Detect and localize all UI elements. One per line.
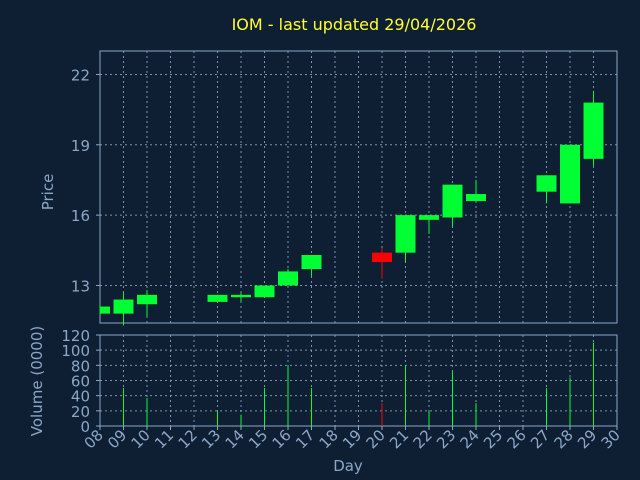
x-tick-label: 18 [316, 426, 342, 452]
candle-body [207, 294, 228, 302]
price-panel: 13 16 19 22 [71, 50, 618, 326]
chart-title: IOM - last updated 29/04/2026 [232, 15, 477, 34]
price-tick-label: 22 [71, 66, 90, 84]
x-tick-label: 26 [504, 426, 530, 452]
candle-body [466, 194, 486, 202]
x-tick-label: 27 [527, 426, 553, 452]
price-tick-label: 13 [71, 277, 90, 295]
candle-body [395, 215, 416, 253]
candle-body [419, 215, 439, 220]
volume-tick-label: 80 [71, 357, 90, 375]
price-tick-label: 19 [71, 137, 90, 155]
volume-tick-label: 20 [71, 403, 90, 421]
volume-tick-label: 120 [61, 327, 90, 345]
x-tick-label: 25 [480, 426, 506, 452]
candle-body [278, 271, 298, 286]
volume-tick-label: 0 [80, 418, 90, 436]
x-tick-label: 14 [222, 426, 248, 452]
volume-tick-label: 40 [71, 388, 90, 406]
x-tick-label: 29 [574, 426, 600, 452]
x-tick-label: 28 [551, 426, 577, 452]
price-tick-label: 16 [71, 207, 90, 225]
candle-body [372, 252, 392, 263]
candle-body [583, 102, 604, 159]
candle-body [113, 299, 134, 314]
x-tick-label: 22 [410, 426, 436, 452]
candle-body [100, 306, 110, 314]
x-tick-label: 21 [386, 426, 412, 452]
x-tick-label: 16 [269, 426, 295, 452]
candle-body [442, 184, 463, 218]
x-axis-label: Day [333, 457, 363, 475]
candle-body [301, 255, 322, 270]
x-tick-label: 13 [198, 426, 224, 452]
x-tick-label: 19 [339, 426, 365, 452]
candle-body [254, 285, 275, 298]
candle-body [536, 175, 557, 192]
x-tick-label: 15 [245, 426, 271, 452]
x-tick-label: 11 [151, 426, 177, 452]
x-tick-label: 12 [175, 426, 201, 452]
x-tick-label: 24 [457, 426, 483, 452]
volume-tick-label: 100 [61, 342, 90, 360]
x-tick-label: 20 [363, 426, 389, 452]
volume-tick-label: 60 [71, 373, 90, 391]
x-tick-label: 30 [598, 426, 624, 452]
price-axis-label: Price [39, 174, 57, 211]
x-tick-label: 23 [433, 426, 459, 452]
candle-body [231, 294, 251, 298]
candle-body [560, 144, 580, 204]
x-tick-label: 17 [292, 426, 318, 452]
x-tick-label: 09 [104, 426, 130, 452]
candle-body [137, 294, 157, 305]
x-tick-label: 10 [128, 426, 154, 452]
volume-axis-label: Volume (0000) [28, 326, 46, 436]
